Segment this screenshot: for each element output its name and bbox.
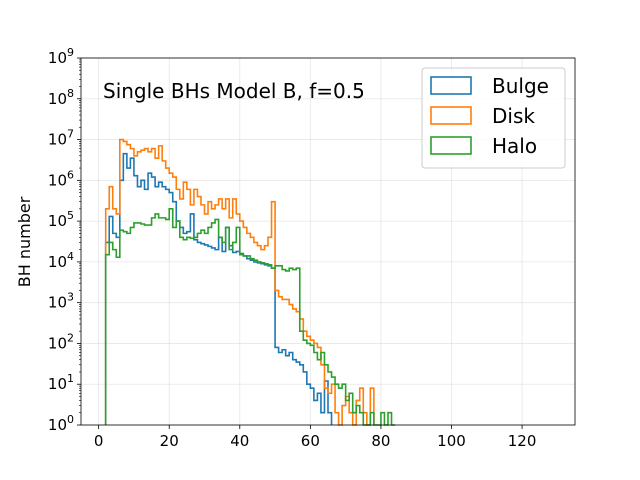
y-tick-label: 109 [48, 46, 74, 67]
x-tick-label: 20 [160, 432, 179, 450]
series-layer [104, 138, 396, 426]
y-tick-label: 104 [48, 250, 74, 271]
series-halo-step-line [104, 208, 396, 426]
y-tick-label: 108 [48, 87, 74, 108]
legend-label-halo: Halo [492, 134, 537, 158]
chart-title: Single BHs Model B, f=0.5 [103, 79, 365, 103]
legend-swatch-bulge [430, 76, 472, 95]
legend-swatch-halo [430, 136, 472, 155]
legend-label-bulge: Bulge [492, 74, 549, 98]
x-tick-label: 60 [301, 432, 320, 450]
legend: Bulge Disk Halo [421, 67, 566, 169]
series-disk-step-line [104, 138, 375, 426]
x-tick-label: 120 [508, 432, 537, 450]
legend-label-disk: Disk [492, 104, 535, 128]
y-tick-label: 105 [48, 209, 74, 230]
y-tick-label: 106 [48, 168, 74, 189]
legend-swatch-disk [430, 106, 472, 125]
plot-frame [80, 57, 576, 426]
y-tick-label: 100 [48, 413, 74, 434]
y-tick-label: 101 [48, 372, 74, 393]
series-bulge-step-line [104, 152, 333, 425]
x-tick-label: 100 [437, 432, 466, 450]
legend-entries: Bulge Disk Halo [430, 74, 549, 158]
x-tick-label: 0 [94, 432, 104, 450]
y-tick-label: 102 [48, 331, 74, 352]
x-tick-label: 80 [371, 432, 390, 450]
ticks-layer: 0 20 40 60 80 100 120 100 101 102 103 104 105 106 107 1… [48, 46, 536, 450]
y-tick-label: 107 [48, 128, 74, 149]
x-tick-label: 40 [230, 432, 249, 450]
y-tick-label: 103 [48, 291, 74, 312]
legend-frame [421, 67, 566, 169]
y-axis-label: BH number [15, 196, 34, 287]
